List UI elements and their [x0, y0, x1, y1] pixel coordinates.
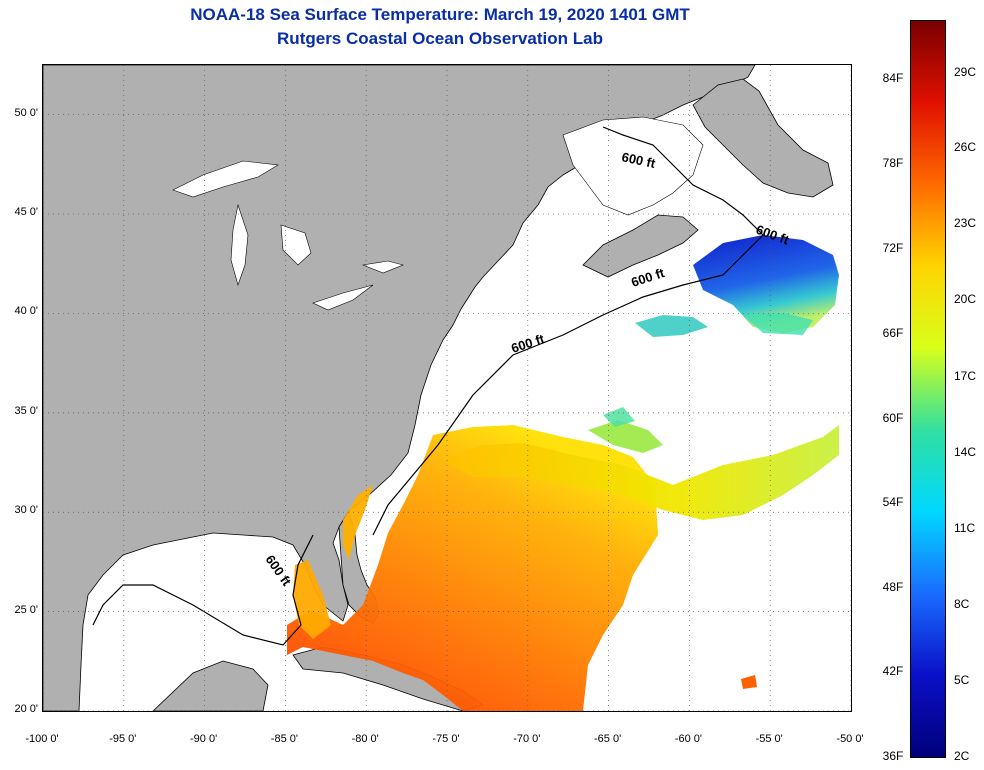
colorbar-c-label: 5C [954, 673, 970, 687]
map-title: NOAA-18 Sea Surface Temperature: March 1… [190, 5, 690, 24]
longitude-tick-label: -95 0' [109, 733, 137, 745]
sst-map-canvas: 600 ft 600 ft 600 ft 600 ft 600 ft [43, 65, 851, 711]
map-subtitle: Rutgers Coastal Ocean Observation Lab [277, 29, 603, 48]
colorbar-f-label: 84F [882, 71, 904, 85]
great-lakes [172, 160, 404, 311]
colorbar-c-label: 8C [954, 597, 970, 611]
temperature-colorbar [910, 20, 946, 758]
longitude-tick-label: -80 0' [351, 733, 379, 745]
latitude-tick-label: 45 0' [14, 206, 38, 219]
colorbar-c-label: 2C [954, 749, 970, 763]
longitude-tick-label: -90 0' [190, 733, 218, 745]
colorbar-c-label: 17C [954, 369, 977, 383]
contour-label: 600 ft [509, 331, 547, 356]
600ft-contour [92, 126, 764, 646]
colorbar-f-label: 48F [882, 580, 904, 594]
colorbar-f-label: 42F [882, 664, 904, 678]
longitude-tick-label: -50 0' [836, 733, 864, 745]
sst-data [287, 235, 839, 711]
colorbar-c-label: 14C [954, 445, 977, 459]
latitude-tick-label: 30 0' [14, 504, 38, 517]
colorbar-c-label: 20C [954, 292, 977, 306]
colorbar-f-label: 54F [882, 495, 904, 509]
colorbar-c-label: 26C [954, 140, 977, 154]
longitude-tick-label: -55 0' [755, 733, 783, 745]
contour-label: 600 ft [620, 149, 657, 171]
colorbar-f-label: 66F [882, 326, 904, 340]
latitude-tick-label: 35 0' [14, 404, 38, 417]
colorbar-f-label: 78F [882, 156, 904, 170]
latitude-tick-label: 25 0' [14, 603, 38, 616]
longitude-tick-label: -65 0' [594, 733, 622, 745]
longitude-tick-label: -75 0' [432, 733, 460, 745]
colorbar-f-label: 60F [882, 411, 904, 425]
longitude-tick-label: -100 0' [25, 733, 59, 745]
longitude-tick-label: -60 0' [674, 733, 702, 745]
gulf-of-st-lawrence [562, 116, 704, 216]
latitude-tick-label: 50 0' [14, 106, 38, 119]
contour-label: 600 ft [263, 552, 295, 589]
colorbar-c-label: 29C [954, 65, 977, 79]
colorbar-f-label: 36F [882, 749, 904, 763]
sst-map[interactable]: 600 ft 600 ft 600 ft 600 ft 600 ft [42, 64, 852, 712]
contour-label: 600 ft [629, 265, 667, 290]
longitude-tick-label: -70 0' [513, 733, 541, 745]
colorbar-c-label: 23C [954, 216, 977, 230]
longitude-tick-label: -85 0' [270, 733, 298, 745]
latitude-tick-label: 40 0' [14, 305, 38, 318]
colorbar-f-label: 72F [882, 241, 904, 255]
colorbar-c-label: 11C [954, 521, 976, 535]
latitude-tick-label: 20 0' [14, 703, 38, 715]
land [43, 65, 834, 711]
